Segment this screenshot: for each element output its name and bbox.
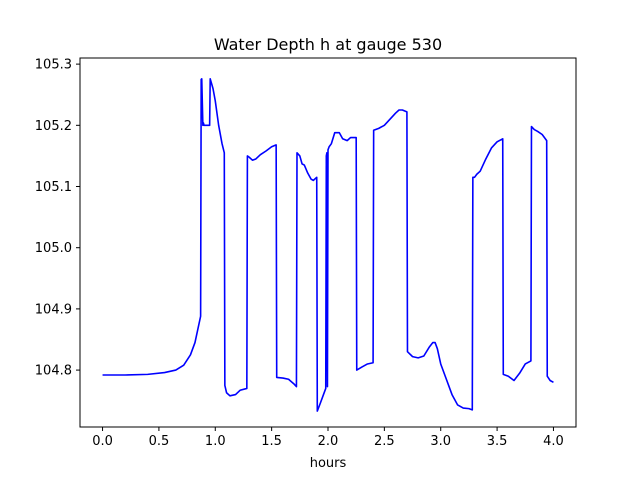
y-tick-label: 104.9 [35, 302, 72, 317]
series-line-0 [102, 78, 554, 412]
x-tick-label: 0.0 [92, 434, 113, 449]
chart-title: Water Depth h at gauge 530 [214, 35, 442, 54]
y-tick-label: 105.1 [35, 180, 72, 195]
x-tick-label: 1.5 [261, 434, 282, 449]
x-tick-label: 3.5 [487, 434, 508, 449]
y-tick-label: 104.8 [35, 364, 72, 379]
x-tick-label: 2.0 [318, 434, 339, 449]
y-tick-label: 105.2 [35, 119, 72, 134]
y-axis-ticks: 104.8 104.9 105.0 105.1 105.2 105.3 [35, 58, 80, 379]
y-tick-label: 105.0 [35, 241, 72, 256]
x-tick-label: 3.0 [430, 434, 451, 449]
x-tick-label: 4.0 [543, 434, 564, 449]
plot-area [102, 78, 554, 412]
x-tick-label: 1.0 [205, 434, 226, 449]
x-tick-label: 2.5 [374, 434, 395, 449]
axes-frame [79, 57, 577, 428]
y-tick-label: 105.3 [35, 58, 72, 73]
x-tick-label: 0.5 [149, 434, 170, 449]
x-axis-ticks: 0.0 0.5 1.0 1.5 2.0 2.5 3.0 3.5 4.0 [92, 427, 564, 449]
x-axis-label: hours [310, 456, 347, 471]
